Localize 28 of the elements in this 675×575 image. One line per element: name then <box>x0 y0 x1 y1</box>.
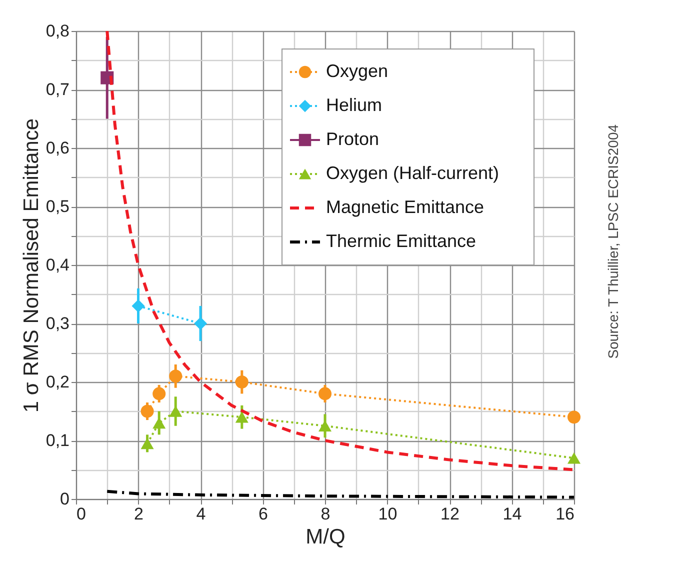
x-axis-title: M/Q <box>306 526 346 548</box>
y-tick-label: 0,8 <box>46 22 70 40</box>
line-series <box>106 31 574 472</box>
y-tick-label: 0,2 <box>46 372 70 392</box>
y-axis-title: 1 σ RMS Normalised Emittance <box>20 118 43 413</box>
legend-label: Thermic Emittance <box>326 231 476 251</box>
y-tick-label: 0 <box>60 490 70 508</box>
y-tick-label: 0,5 <box>46 197 70 216</box>
x-tick-label: 6 <box>258 504 268 524</box>
x-tick-label: 0 <box>76 504 86 524</box>
legend-label: Helium <box>326 95 382 115</box>
x-tick-label: 8 <box>320 504 330 524</box>
y-tick-label: 0,6 <box>46 138 70 158</box>
legend-label: Magnetic Emittance <box>326 197 484 217</box>
x-tick-label: 16 <box>556 504 574 524</box>
y-tick-label: 0,3 <box>46 314 70 333</box>
source-note: Source: T Thuillier, LPSC ECRIS2004 <box>605 124 621 359</box>
legend-label: Oxygen <box>326 61 388 81</box>
x-tick-label: 10 <box>378 504 398 524</box>
y-tick-label: 0,4 <box>46 256 70 274</box>
x-tick-label: 14 <box>502 504 522 524</box>
x-tick-label: 4 <box>196 504 206 524</box>
legend-label: Proton <box>326 129 380 149</box>
x-tick-label: 12 <box>440 504 460 524</box>
x-tick-label: 2 <box>134 504 144 524</box>
legend-label: Oxygen (Half-current) <box>326 163 500 183</box>
y-tick-label: 0,7 <box>46 80 70 99</box>
y-tick-label: 0,1 <box>46 431 70 450</box>
